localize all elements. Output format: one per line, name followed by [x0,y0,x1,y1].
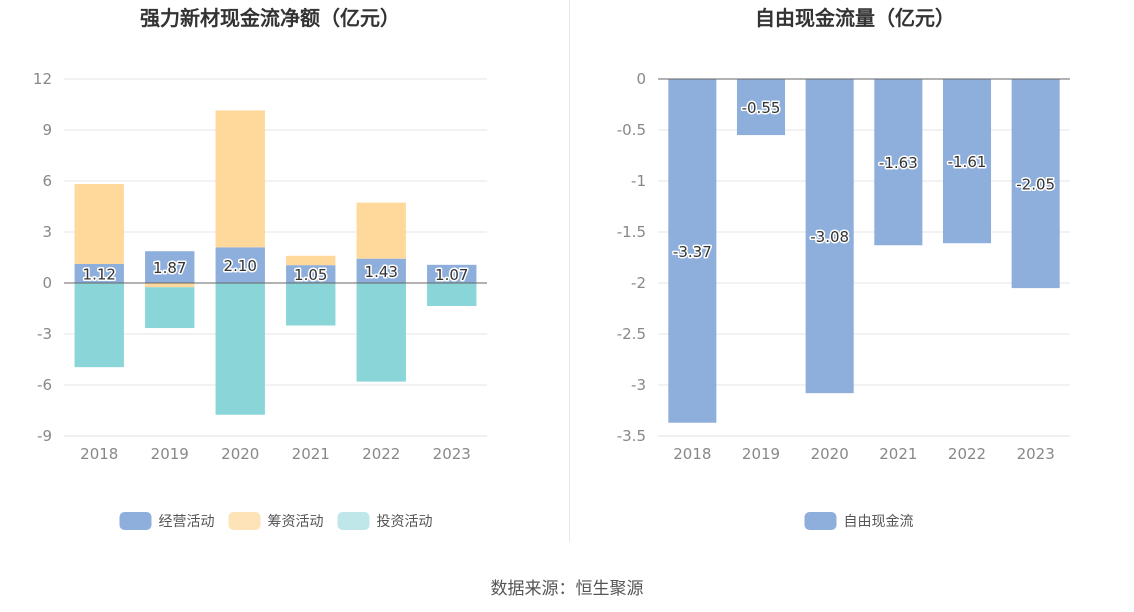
bar [668,79,717,423]
x-tick-label: 2020 [811,445,849,463]
bar [145,283,195,288]
data-label: 1.43 [365,263,398,281]
data-label: 1.12 [83,265,116,283]
bar [356,202,406,259]
y-tick-label: 0 [636,70,646,88]
y-tick-label: -1 [631,172,646,190]
bar [286,283,336,326]
legend-item[interactable]: 筹资活动 [228,512,324,530]
x-tick-label: 2021 [292,445,330,463]
legend-item[interactable]: 经营活动 [119,512,215,530]
bar [874,79,923,246]
data-label: 2.10 [224,257,257,275]
data-source-label: 数据来源：恒生聚源 [490,579,644,599]
legend-swatch [228,512,261,530]
y-tick-label: -2.5 [617,325,646,343]
bar [356,283,406,382]
y-tick-label: 6 [42,172,52,190]
bar [74,283,124,368]
bar [1011,79,1060,289]
bar [286,265,336,283]
free-cash-flow-chart: 自由现金流量（亿元） 0 -0.5 -1 -1.5 -2 -2.5 -3 -3.5 2018 20… [570,0,1134,545]
x-tick-label: 2023 [1017,445,1055,463]
bar [736,79,786,136]
chart-title: 自由现金流量（亿元） [755,6,955,30]
bar [942,79,992,244]
y-tick-label: -9 [37,427,52,445]
legend-label: 投资活动 [377,514,433,530]
legend-item[interactable]: 投资活动 [337,512,433,530]
data-label: -0.55 [742,99,781,117]
data-label: 1.07 [435,266,468,284]
bar [145,287,195,329]
cash-flow-net-chart-svg: 强力新材现金流净额（亿元） 12 9 6 3 0 -3 -6 -9 2018 2019 2020 20… [33,6,487,530]
bar [74,263,124,283]
data-label: 1.87 [153,259,186,277]
data-label: -1.61 [948,153,987,171]
bar [805,79,854,394]
bar [215,247,265,283]
legend-item[interactable]: 自由现金流 [804,512,914,530]
y-tick-label: -3 [631,376,646,394]
data-label: -3.37 [673,243,712,261]
y-tick-label: -3 [37,325,52,343]
bar [427,283,477,306]
y-tick-label: 9 [42,121,52,139]
data-label: -1.63 [879,154,918,172]
y-tick-label: -2 [631,274,646,292]
bar [215,283,265,415]
legend-label: 自由现金流 [844,514,914,530]
bar [215,110,265,248]
y-tick-label: 0 [42,274,52,292]
y-tick-label: -1.5 [617,223,646,241]
chart-title: 强力新材现金流净额（亿元） [140,6,400,30]
bar [427,264,477,283]
x-tick-label: 2023 [433,445,471,463]
x-tick-label: 2019 [151,445,189,463]
data-label: -2.05 [1016,176,1055,194]
free-cash-flow-chart-svg: 自由现金流量（亿元） 0 -0.5 -1 -1.5 -2 -2.5 -3 -3.5 2018 20… [617,6,1070,530]
x-tick-label: 2022 [362,445,400,463]
y-tick-label: -3.5 [617,427,646,445]
legend-swatch [804,512,837,530]
x-tick-label: 2018 [80,445,118,463]
x-tick-label: 2020 [221,445,259,463]
panel-divider [569,0,570,542]
bar [145,251,195,283]
legend-label: 筹资活动 [268,513,324,530]
legend-swatch [337,512,370,530]
x-tick-label: 2022 [948,445,986,463]
data-label: -3.08 [810,228,849,246]
bar [356,258,406,283]
x-tick-label: 2021 [879,445,917,463]
cash-flow-net-chart: 强力新材现金流净额（亿元） 12 9 6 3 0 -3 -6 -9 2018 2019 2020 20… [0,0,570,545]
y-tick-label: -0.5 [617,121,646,139]
data-label: 1.05 [294,266,327,284]
legend-label: 经营活动 [159,514,215,530]
y-tick-label: 3 [42,223,52,241]
legend-swatch [119,512,152,530]
y-tick-label: 12 [33,70,52,88]
y-tick-label: -6 [37,376,52,394]
x-tick-label: 2018 [673,445,711,463]
x-tick-label: 2019 [742,445,780,463]
bar [74,184,124,264]
bar [286,255,336,266]
